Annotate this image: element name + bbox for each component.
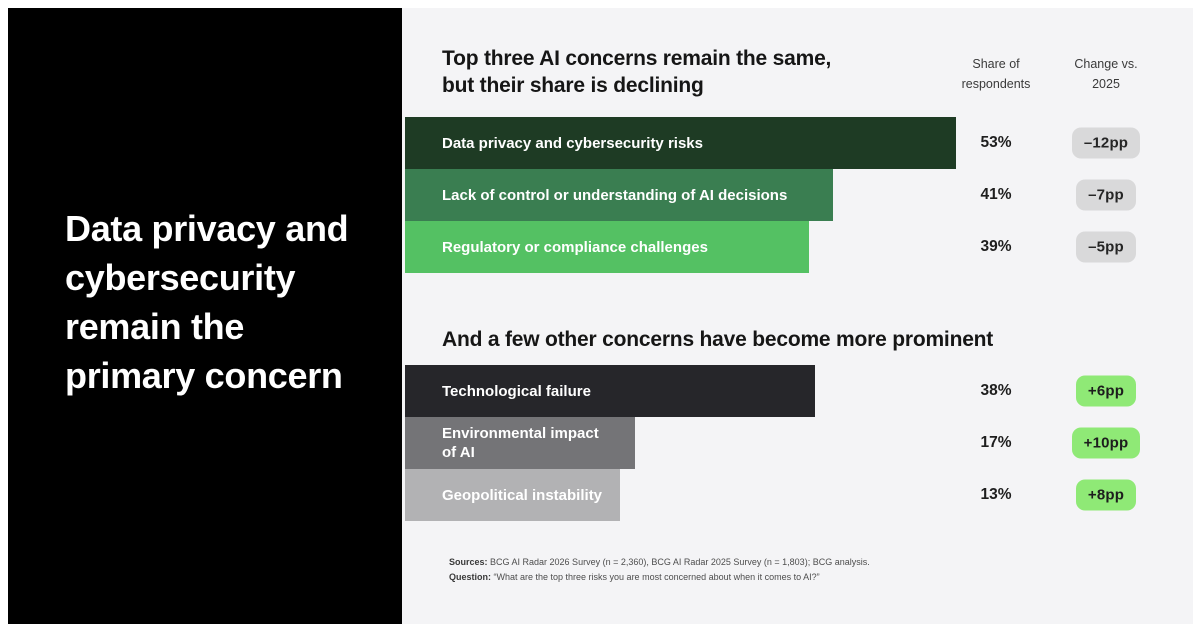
bar-label: Environmental impact of AI bbox=[405, 417, 635, 469]
bar-row-lack-of-control: Lack of control or understanding of AI d… bbox=[402, 169, 1193, 221]
page-title-line1: Data privacy and bbox=[65, 208, 349, 249]
bar-row-technological-failure: Technological failure 38% +6pp bbox=[402, 365, 1193, 417]
bar-label-text: Technological failure bbox=[442, 382, 591, 400]
sources-line: Sources: BCG AI Radar 2026 Survey (n = 2… bbox=[449, 555, 870, 570]
bar-label-text: Geopolitical instability bbox=[442, 486, 603, 504]
bar-label-text-line2: of AI bbox=[442, 444, 475, 461]
bar-label: Data privacy and cybersecurity risks bbox=[405, 117, 956, 169]
change-badge: –7pp bbox=[1076, 179, 1136, 211]
bar-label: Regulatory or compliance challenges bbox=[405, 221, 809, 273]
share-value: 53% bbox=[980, 134, 1012, 151]
column-header-share: Share of respondents bbox=[941, 54, 1051, 94]
change-badge: +10pp bbox=[1071, 427, 1141, 459]
bar-label-text: Lack of control or understanding of AI d… bbox=[442, 186, 788, 204]
left-black-panel: Data privacy and cybersecurity remain th… bbox=[8, 8, 402, 624]
bar-label-text-line1: Environmental impact bbox=[442, 425, 599, 442]
bar-data-privacy: Data privacy and cybersecurity risks bbox=[405, 117, 956, 169]
section1-bars: Data privacy and cybersecurity risks 53%… bbox=[402, 117, 1193, 273]
bar-geopolitical-instability: Geopolitical instability bbox=[405, 469, 620, 521]
share-value: 38% bbox=[980, 382, 1012, 399]
question-text: “What are the top three risks you are mo… bbox=[491, 571, 820, 582]
sources-text: BCG AI Radar 2026 Survey (n = 2,360), BC… bbox=[487, 557, 870, 567]
share-value: 17% bbox=[980, 434, 1012, 451]
question-label: Question: bbox=[449, 571, 491, 582]
page-title-line3: remain the bbox=[65, 306, 245, 347]
section1-header-line2: but their share is declining bbox=[442, 74, 704, 97]
bar-technological-failure: Technological failure bbox=[405, 365, 815, 417]
sources-label: Sources: bbox=[449, 557, 488, 567]
change-badge-wrap: –5pp bbox=[1056, 231, 1156, 263]
share-value: 39% bbox=[980, 238, 1012, 255]
section2-header: And a few other concerns have become mor… bbox=[442, 326, 993, 353]
section2-bars: Technological failure 38% +6pp Environme… bbox=[402, 365, 1193, 521]
change-badge: –5pp bbox=[1076, 231, 1136, 263]
bar-row-geopolitical-instability: Geopolitical instability 13% +8pp bbox=[402, 469, 1193, 521]
change-badge-wrap: +6pp bbox=[1056, 375, 1156, 407]
bar-row-environmental-impact: Environmental impact of AI 17% +10pp bbox=[402, 417, 1193, 469]
question-line: Question: “What are the top three risks … bbox=[449, 570, 870, 585]
change-badge: +8pp bbox=[1075, 479, 1137, 511]
page-title-line2: cybersecurity bbox=[65, 257, 296, 298]
bar-label: Lack of control or understanding of AI d… bbox=[405, 169, 833, 221]
column-header-share-line1: Share of bbox=[972, 57, 1020, 71]
column-header-change-line1: Change vs. bbox=[1074, 57, 1138, 71]
bar-label-text: Regulatory or compliance challenges bbox=[442, 238, 708, 256]
bar-label-text: Data privacy and cybersecurity risks bbox=[442, 134, 703, 152]
footnote: Sources: BCG AI Radar 2026 Survey (n = 2… bbox=[449, 555, 870, 584]
bar-lack-of-control: Lack of control or understanding of AI d… bbox=[405, 169, 833, 221]
change-badge-wrap: –12pp bbox=[1056, 127, 1156, 159]
bar-row-data-privacy: Data privacy and cybersecurity risks 53%… bbox=[402, 117, 1193, 169]
section1-header: Top three AI concerns remain the same, b… bbox=[442, 45, 831, 99]
page-title: Data privacy and cybersecurity remain th… bbox=[65, 204, 395, 400]
change-badge-wrap: –7pp bbox=[1056, 179, 1156, 211]
bar-regulatory: Regulatory or compliance challenges bbox=[405, 221, 809, 273]
share-value: 41% bbox=[980, 186, 1012, 203]
section1-header-line1: Top three AI concerns remain the same, bbox=[442, 47, 832, 70]
bar-row-regulatory: Regulatory or compliance challenges 39% … bbox=[402, 221, 1193, 273]
column-header-change: Change vs. 2025 bbox=[1051, 54, 1161, 94]
bar-environmental-impact: Environmental impact of AI bbox=[405, 417, 635, 469]
change-badge-wrap: +8pp bbox=[1056, 479, 1156, 511]
change-badge: +6pp bbox=[1075, 375, 1137, 407]
change-badge: –12pp bbox=[1071, 127, 1141, 159]
change-badge-wrap: +10pp bbox=[1056, 427, 1156, 459]
column-header-change-line2: 2025 bbox=[1092, 77, 1120, 91]
page-title-line4: primary concern bbox=[65, 355, 343, 396]
chart-panel: Top three AI concerns remain the same, b… bbox=[402, 8, 1193, 624]
share-value: 13% bbox=[980, 486, 1012, 503]
column-header-share-line2: respondents bbox=[961, 77, 1031, 91]
bar-label: Geopolitical instability bbox=[405, 469, 620, 521]
section2-header-line1: And a few other concerns have become mor… bbox=[442, 328, 994, 351]
bar-label: Technological failure bbox=[405, 365, 815, 417]
